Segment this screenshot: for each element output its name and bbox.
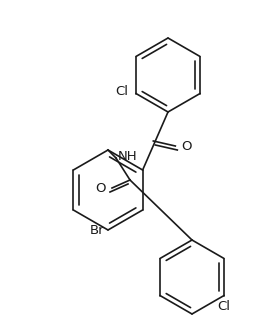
Text: NH: NH [118,149,138,162]
Text: Br: Br [89,223,104,236]
Text: Cl: Cl [115,85,128,98]
Text: Cl: Cl [218,299,231,312]
Text: O: O [181,139,192,152]
Text: O: O [95,182,106,195]
